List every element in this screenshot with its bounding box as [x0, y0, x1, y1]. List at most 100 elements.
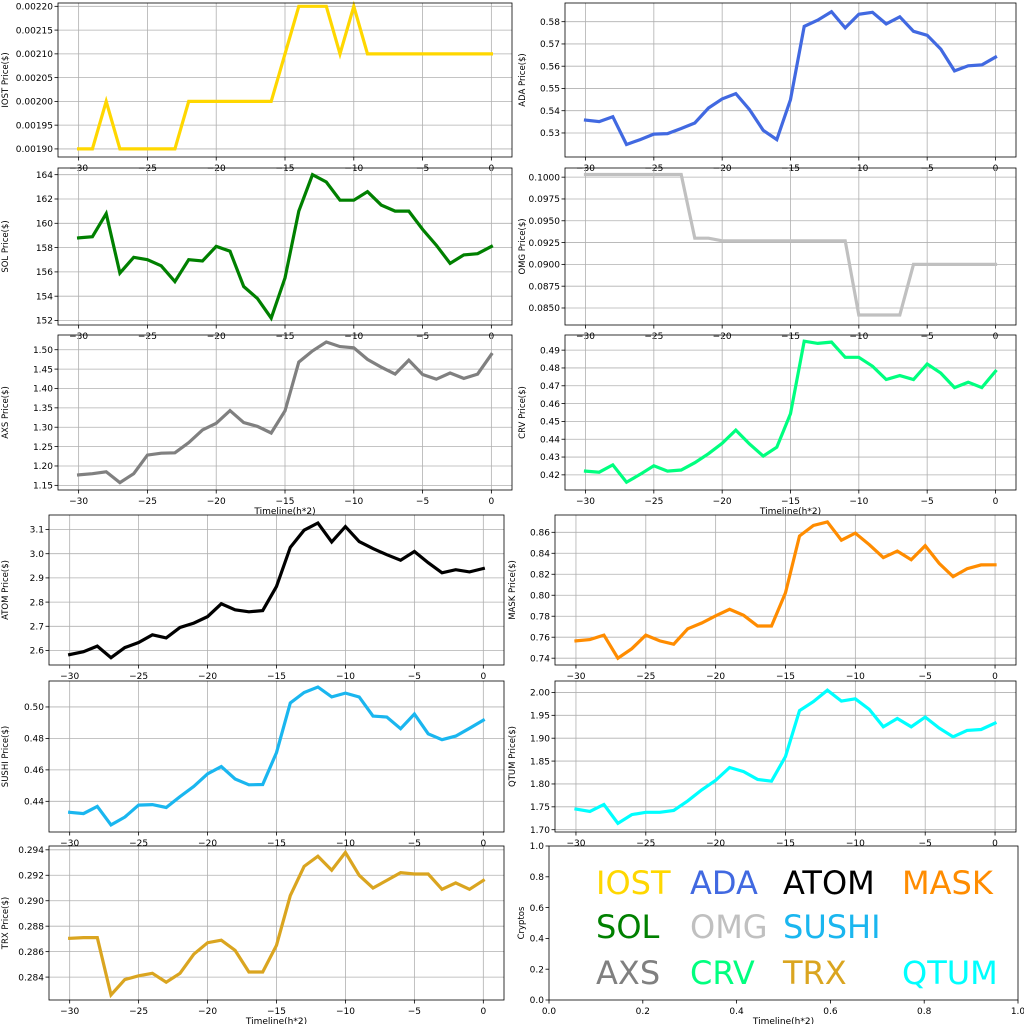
- x-tick-label: −25: [129, 672, 148, 682]
- y-tick-label: 0.290: [18, 897, 44, 907]
- legend-label-omg: OMG: [690, 908, 768, 946]
- crv-chart: −30 −25 −20 −15 −10 −5 0 0.42 0.43 0.44 0.45 0.46 0.…: [518, 334, 1017, 517]
- y-tick-label: 164: [36, 171, 53, 181]
- legend-y-axis-label: Cryptos: [517, 906, 527, 939]
- legend-label-iost: IOST: [596, 864, 671, 902]
- x-tick-label: −15: [267, 839, 286, 849]
- omg-chart: −30−25−20−15−10−500.08500.08750.09000.09…: [518, 167, 1017, 342]
- y-tick-label: 0.47: [540, 382, 560, 392]
- x-tick-label: −10: [344, 497, 363, 507]
- crv-y-axis-label: CRV Price($): [518, 386, 528, 439]
- x-tick-label: −20: [706, 672, 725, 682]
- y-tick-label: 2.00: [530, 689, 550, 699]
- y-tick-label: 1.45: [33, 365, 53, 375]
- x-tick-label: −10: [336, 839, 355, 849]
- y-tick-label: 0.00190: [16, 145, 53, 155]
- x-tick-label: 0: [480, 672, 486, 682]
- atom-price-line: [67, 520, 486, 660]
- y-tick-label: 1.0: [530, 842, 545, 852]
- legend-label-mask: MASK: [902, 864, 994, 902]
- y-tick-label: 0.2: [530, 965, 544, 975]
- x-tick-label: −20: [207, 497, 226, 507]
- y-tick-label: 0.43: [540, 453, 560, 463]
- y-tick-label: 0.53: [540, 129, 560, 139]
- y-tick-label: 0.56: [540, 62, 560, 72]
- legend-label-atom: ATOM: [783, 864, 875, 902]
- x-tick-label: −15: [776, 672, 795, 682]
- y-tick-label: 0.49: [540, 346, 560, 356]
- y-tick-label: 0.45: [540, 418, 560, 428]
- omg-price-line: [583, 172, 998, 317]
- x-tick-label: −25: [129, 839, 148, 849]
- y-tick-label: 1.80: [530, 780, 550, 790]
- x-tick-label: −30: [60, 672, 79, 682]
- y-tick-label: 0.54: [540, 107, 560, 117]
- x-tick-label: −5: [921, 497, 934, 507]
- y-tick-label: 0.58: [540, 18, 560, 28]
- sol-chart: −30−25−20−15−10−50152154156158160162164S…: [1, 167, 513, 342]
- iost-y-axis-label: IOST Price($): [1, 52, 11, 107]
- x-tick-label: −30: [60, 1007, 79, 1017]
- axs-chart: −30 −25 −20 −15 −10 −5 0 1.15 1.20 1.25 1.30 1.35 1.…: [1, 334, 513, 517]
- y-tick-label: 3.0: [30, 550, 45, 560]
- x-tick-label: 0.8: [917, 1007, 932, 1017]
- ada-y-axis-label: ADA Price($): [518, 53, 528, 107]
- x-tick-label: −15: [781, 497, 800, 507]
- ada-chart: −30−25−20−15−10−500.530.540.550.560.570.…: [518, 2, 1017, 174]
- x-tick-label: −25: [636, 672, 655, 682]
- x-tick-label: −10: [336, 1007, 355, 1017]
- legend-label-sushi: SUSHI: [783, 908, 881, 946]
- y-tick-label: 1.90: [530, 734, 550, 744]
- y-tick-label: 0.74: [530, 654, 550, 664]
- iost-chart: −30−25−20−15−10−500.001900.001950.002000…: [1, 0, 513, 174]
- y-tick-label: 0.84: [530, 549, 550, 559]
- sushi-price-line: [67, 685, 486, 827]
- y-tick-label: 0.4: [530, 935, 545, 945]
- legend-label-axs: AXS: [596, 954, 660, 992]
- x-tick-label: 1.0: [1011, 1007, 1024, 1017]
- y-tick-label: 0.0900: [529, 261, 561, 271]
- x-tick-label: 0: [480, 839, 486, 849]
- sushi-y-axis-label: SUSHI Price($): [1, 726, 11, 787]
- y-tick-label: 162: [36, 195, 53, 205]
- x-tick-label: −20: [713, 497, 732, 507]
- x-tick-label: −5: [408, 672, 421, 682]
- trx-y-axis-label: TRX Price($): [1, 897, 11, 950]
- x-tick-label: −20: [198, 839, 217, 849]
- x-tick-label: 0: [992, 839, 998, 849]
- legend-label-trx: TRX: [782, 954, 847, 992]
- y-tick-label: 1.20: [33, 462, 53, 472]
- y-tick-label: 160: [36, 219, 53, 229]
- x-tick-label: −10: [849, 497, 868, 507]
- y-tick-label: 154: [36, 292, 53, 302]
- y-tick-label: 0.48: [540, 364, 560, 374]
- y-tick-label: 2.8: [30, 598, 45, 608]
- x-tick-label: −20: [706, 839, 725, 849]
- y-tick-label: 156: [36, 268, 53, 278]
- y-tick-label: 1.30: [33, 423, 53, 433]
- y-tick-label: 0.0: [530, 996, 545, 1006]
- legend-label-crv: CRV: [690, 954, 755, 992]
- axs-x-axis-label: Timeline(h*2): [253, 507, 315, 517]
- crv-x-axis-label: Timeline(h*2): [759, 507, 821, 517]
- y-tick-label: 0.292: [18, 871, 44, 881]
- x-tick-label: −5: [408, 839, 421, 849]
- y-tick-label: 0.0975: [529, 195, 561, 205]
- x-tick-label: −30: [576, 497, 595, 507]
- y-tick-label: 0.8: [530, 873, 545, 883]
- x-tick-label: −5: [919, 839, 932, 849]
- x-tick-label: 0.0: [542, 1007, 557, 1017]
- y-tick-label: 0.00195: [16, 121, 53, 131]
- trx-x-axis-label: Timeline(h*2): [245, 1017, 307, 1024]
- y-tick-label: 0.284: [18, 973, 44, 983]
- x-tick-label: −5: [919, 672, 932, 682]
- y-tick-label: 0.00215: [16, 26, 53, 36]
- y-tick-label: 0.55: [540, 85, 560, 95]
- iost-price-line: [76, 0, 493, 151]
- x-tick-label: −15: [267, 1007, 286, 1017]
- legend-x-axis-label: Timeline(h*2): [752, 1017, 814, 1024]
- y-tick-label: 0.50: [24, 703, 44, 713]
- ada-price-line: [583, 9, 998, 147]
- x-tick-label: 0.6: [823, 1007, 838, 1017]
- y-tick-label: 1.40: [33, 385, 53, 395]
